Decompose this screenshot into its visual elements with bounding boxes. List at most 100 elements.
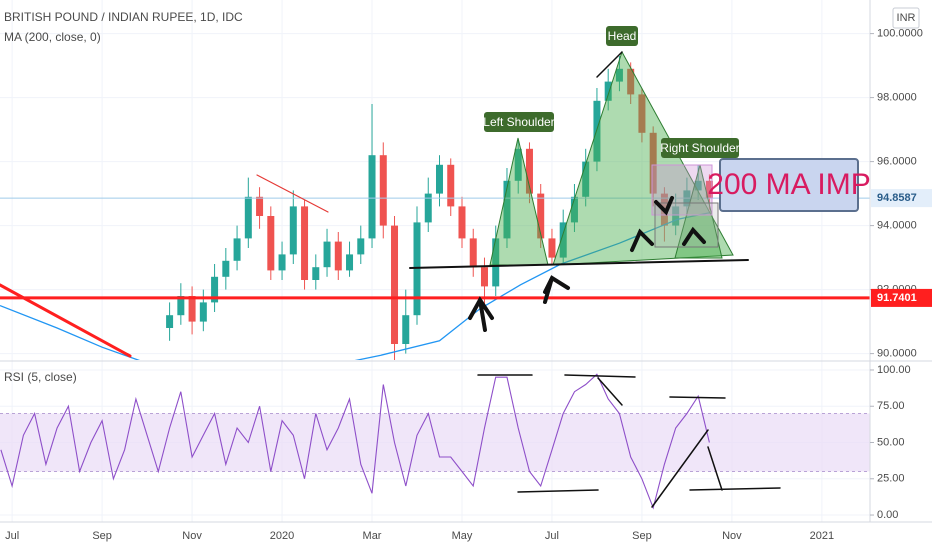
x-tick-label: Jul <box>545 530 559 542</box>
candle-body <box>379 155 387 226</box>
y-tick-label: 0.00 <box>877 509 898 521</box>
trend-line <box>256 174 329 213</box>
arrow <box>630 228 654 252</box>
y-tick-label: 100.00 <box>877 364 911 376</box>
y-tick-label: 96.0000 <box>877 156 917 168</box>
price-label: 94.8587 <box>877 192 917 204</box>
candle-body <box>705 180 713 199</box>
rsi-lines <box>477 374 781 508</box>
arrow <box>682 226 706 246</box>
y-tick-label: 100.0000 <box>877 28 923 40</box>
rsi-line <box>669 396 726 399</box>
y-tick-label: 94.0000 <box>877 220 917 232</box>
rsi-line <box>707 446 723 491</box>
candle-body <box>256 196 264 216</box>
candle-body <box>368 155 376 239</box>
candle-body <box>447 164 455 207</box>
y-tick-label: 25.00 <box>877 473 905 485</box>
shoulder-shape <box>674 164 723 259</box>
candle-body <box>503 180 511 239</box>
candle-body <box>480 267 488 287</box>
candle-body <box>435 164 443 194</box>
x-tick-label: Sep <box>632 530 652 542</box>
drawings <box>0 50 781 508</box>
x-tick-label: Nov <box>722 530 742 542</box>
y-tick-label: 90.0000 <box>877 348 917 360</box>
candle-body <box>604 81 612 101</box>
x-tick-label: 2021 <box>810 530 834 542</box>
rsi-line <box>689 487 781 491</box>
candle-body <box>244 196 252 239</box>
candle-body <box>615 68 623 82</box>
candle-body <box>199 302 207 322</box>
legend-entry: MA (200, close, 0) <box>4 30 101 44</box>
price-label-box <box>871 288 932 307</box>
chart-title: BRITISH POUND / INDIAN RUPEE, 1D, IDC <box>4 10 243 24</box>
x-tick-label: Jul <box>5 530 19 542</box>
candle-body <box>211 276 219 303</box>
price-label-box <box>871 189 932 208</box>
rsi-line <box>597 377 623 406</box>
x-tick-label: Nov <box>182 530 202 542</box>
rsi-line <box>517 489 599 493</box>
arrows <box>468 196 706 332</box>
candle-body <box>492 238 500 287</box>
unit-box <box>892 7 920 29</box>
candle-body <box>289 206 297 255</box>
y-tick-label: 75.00 <box>877 400 905 412</box>
annotation-label: Left Shoulder <box>483 115 554 129</box>
arrow <box>543 275 570 304</box>
candle-body <box>559 222 567 258</box>
candle-body <box>593 100 601 162</box>
annotation-box <box>606 26 638 46</box>
candle-body <box>649 132 657 194</box>
rsi-line <box>651 429 709 508</box>
candle-body <box>166 315 174 328</box>
candle-body <box>334 241 342 271</box>
annotation-box <box>719 158 859 212</box>
candle-body <box>458 206 466 239</box>
candle-body <box>627 68 635 95</box>
candle-body <box>177 296 185 316</box>
candle-body <box>548 238 556 258</box>
candle-body <box>514 148 522 181</box>
legend-entry: RSI (5, close) <box>4 370 77 384</box>
annotation-label: Right Shoulder <box>660 141 739 155</box>
candle-body <box>525 148 533 194</box>
rsi-pane <box>0 373 870 510</box>
arrow <box>468 296 494 332</box>
neckline <box>409 259 749 269</box>
annotation-label: 200 MA IMP <box>707 168 870 201</box>
candle-body <box>346 254 354 271</box>
annotation-box <box>661 138 739 158</box>
candle-body <box>391 225 399 344</box>
candle-body <box>402 315 410 344</box>
candle-body <box>424 193 432 223</box>
candle-body <box>301 206 309 280</box>
trend-line <box>596 51 623 78</box>
x-tick-label: 2020 <box>270 530 294 542</box>
candle-body <box>672 206 680 226</box>
candle-body <box>312 267 320 280</box>
y-tick-label: 50.00 <box>877 436 905 448</box>
rsi-band <box>0 413 870 472</box>
candle-body <box>638 94 646 133</box>
candle-body <box>188 296 196 322</box>
candle-body <box>694 180 702 191</box>
x-tick-label: May <box>452 530 473 542</box>
unit-label: INR <box>897 12 916 24</box>
rsi-line <box>0 373 710 510</box>
candle-body <box>537 193 545 239</box>
y-tick-label: 98.0000 <box>877 92 917 104</box>
rsi-line <box>564 374 636 378</box>
ma-line <box>0 212 710 360</box>
x-tick-label: Mar <box>363 530 382 542</box>
x-tick-label: Sep <box>92 530 112 542</box>
candle-body <box>222 260 230 277</box>
candle-body <box>323 241 331 268</box>
candle-body <box>469 238 477 268</box>
candle-body <box>278 254 286 271</box>
